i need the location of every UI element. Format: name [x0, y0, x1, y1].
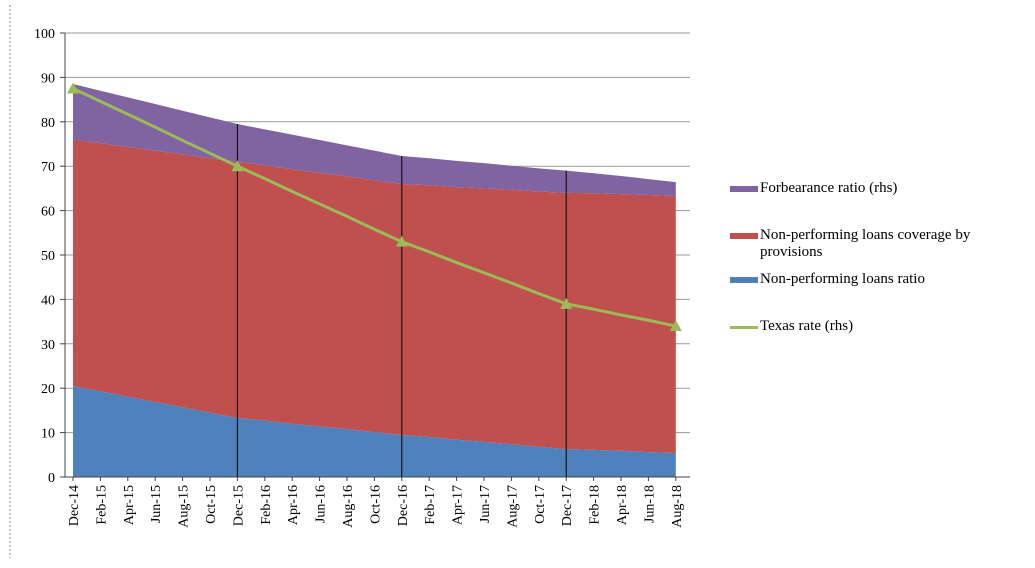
- legend-label: Non-performing loans coverage by provisi…: [760, 227, 971, 260]
- y-tick-label: 90: [41, 71, 55, 86]
- x-tick-label: Feb-18: [588, 485, 603, 525]
- x-tick-label: Jun-16: [314, 485, 329, 523]
- legend-label: Texas rate (rhs): [760, 318, 854, 334]
- x-tick-label: Apr-18: [615, 485, 630, 525]
- area: [73, 84, 676, 196]
- line: [72, 87, 677, 328]
- x-tick-label: Feb-16: [259, 485, 274, 525]
- legend-item: Non-performing loans ratio: [730, 271, 1030, 288]
- legend-item: Texas rate (rhs): [730, 318, 1030, 335]
- x-tick-label: Oct-15: [204, 485, 219, 524]
- x-tick-label: Apr-16: [286, 485, 301, 525]
- x-tick-label: Apr-15: [122, 485, 137, 525]
- y-tick-label: 0: [48, 471, 55, 486]
- legend-swatch: [730, 277, 758, 283]
- legend-swatch: [730, 186, 758, 192]
- legend-swatch: [730, 326, 758, 329]
- legend-label: Forbearance ratio (rhs): [760, 180, 898, 196]
- x-tick-label: Apr-17: [451, 485, 466, 525]
- y-tick-label: 100: [34, 27, 55, 42]
- area: [73, 139, 676, 454]
- x-tick-label: Jun-15: [149, 485, 164, 523]
- area: [73, 385, 676, 477]
- y-tick-label: 50: [41, 249, 55, 264]
- legend-item: Forbearance ratio (rhs): [730, 180, 1030, 197]
- x-tick-label: Aug-16: [341, 485, 356, 528]
- x-tick-label: Feb-15: [94, 485, 109, 525]
- x-tick-label: Aug-18: [670, 485, 685, 528]
- x-tick-label: Dec-15: [231, 485, 246, 526]
- x-tick-label: Jun-18: [642, 485, 657, 523]
- marker: [669, 320, 682, 332]
- y-tick-label: 80: [41, 116, 55, 131]
- x-tick-label: Oct-17: [533, 485, 548, 524]
- x-tick-label: Dec-16: [396, 485, 411, 526]
- x-tick-label: Aug-17: [505, 485, 520, 528]
- x-tick-label: Dec-17: [560, 485, 575, 526]
- x-tick-label: Feb-17: [423, 485, 438, 525]
- marker: [231, 160, 244, 172]
- y-tick-label: 30: [41, 338, 55, 353]
- y-tick-label: 20: [41, 382, 55, 397]
- x-tick-label: Oct-16: [368, 485, 383, 524]
- y-tick-label: 60: [41, 205, 55, 220]
- y-tick-label: 40: [41, 293, 55, 308]
- x-tick-label: Jun-17: [478, 485, 493, 523]
- legend-label: Non-performing loans ratio: [760, 271, 925, 287]
- y-tick-label: 10: [41, 427, 55, 442]
- legend-swatch: [730, 233, 758, 239]
- marker: [560, 297, 573, 309]
- marker: [67, 82, 79, 94]
- legend: Forbearance ratio (rhs) Non-performing lo…: [730, 180, 1030, 335]
- legend-item: Non-performing loans coverage by provisi…: [730, 227, 1030, 261]
- marker: [395, 235, 408, 247]
- x-tick-label: Dec-14: [67, 485, 82, 526]
- x-tick-label: Aug-15: [177, 485, 192, 528]
- y-tick-label: 70: [41, 160, 55, 175]
